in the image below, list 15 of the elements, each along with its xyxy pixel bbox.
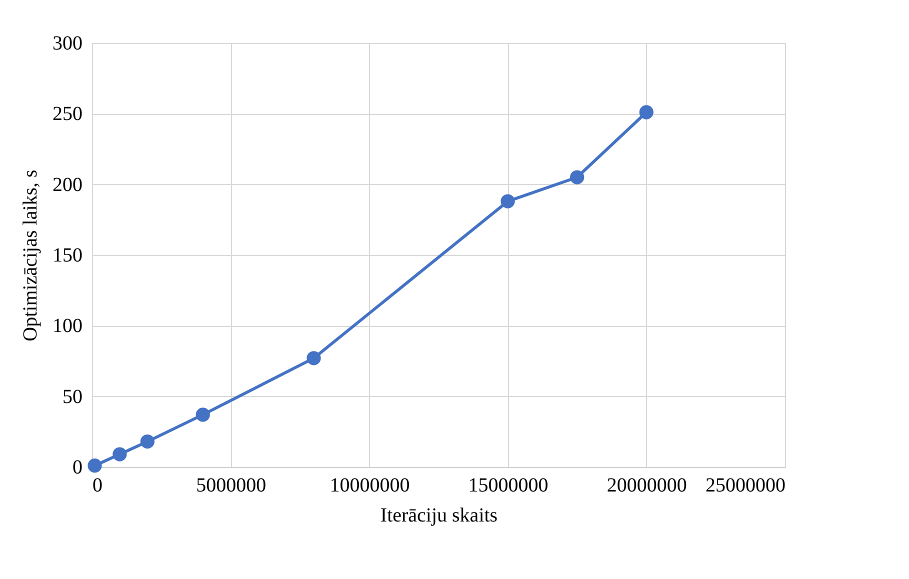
y-tick-label: 50 xyxy=(62,386,82,408)
y-axis-title: Optimizācijas laiks, s xyxy=(20,169,42,342)
x-tick-label: 0 xyxy=(92,474,102,496)
y-tick-label: 100 xyxy=(52,315,82,338)
x-tick-label: 5000000 xyxy=(196,474,266,496)
y-tick-label: 150 xyxy=(52,244,82,266)
y-tick-label: 0 xyxy=(72,456,82,478)
y-tick-label: 250 xyxy=(52,103,82,126)
x-tick-label: 25000000 xyxy=(706,474,786,496)
y-tick-label: 200 xyxy=(52,174,82,196)
x-tick-label: 10000000 xyxy=(330,474,410,496)
x-axis-title: Iterāciju skaits xyxy=(380,504,498,526)
x-tick-label: 20000000 xyxy=(606,474,687,496)
y-tick-label: 300 xyxy=(52,32,82,54)
x-tick-label: 15000000 xyxy=(468,474,548,496)
